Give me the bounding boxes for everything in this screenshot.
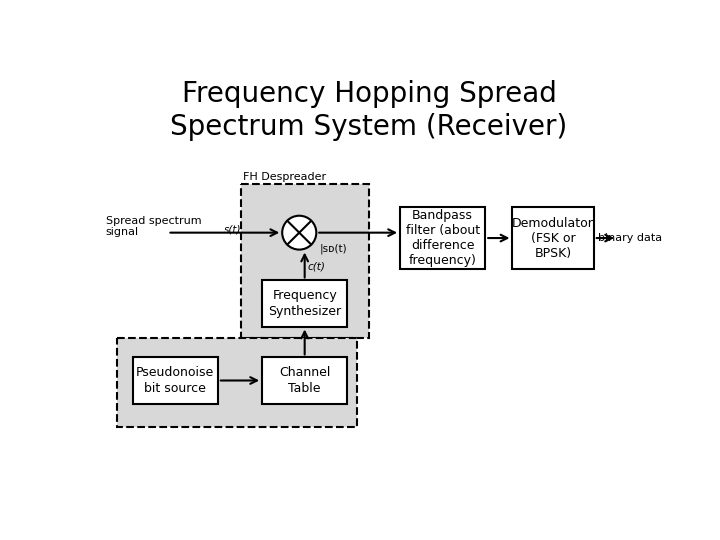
Text: Demodulator
(FSK or
BPSK): Demodulator (FSK or BPSK) (512, 217, 594, 260)
Text: Frequency
Synthesizer: Frequency Synthesizer (268, 289, 341, 318)
Text: Channel
Table: Channel Table (279, 367, 330, 395)
Bar (400, 207, 485, 269)
Text: c(t): c(t) (307, 261, 325, 272)
Text: Pseudonoise
bit source: Pseudonoise bit source (136, 367, 215, 395)
Text: binary data: binary data (598, 233, 662, 243)
Bar (262, 280, 347, 327)
Bar (241, 184, 369, 338)
Bar (117, 338, 357, 427)
Text: FH Despreader: FH Despreader (243, 172, 325, 182)
Bar (132, 357, 218, 403)
Text: Spread spectrum
signal: Spread spectrum signal (106, 215, 201, 237)
Text: |sᴅ(t): |sᴅ(t) (320, 244, 347, 254)
Bar (513, 207, 594, 269)
Text: Bandpass
filter (about
difference
frequency): Bandpass filter (about difference freque… (405, 209, 480, 267)
Text: Frequency Hopping Spread
Spectrum System (Receiver): Frequency Hopping Spread Spectrum System… (171, 80, 567, 140)
Circle shape (282, 215, 316, 249)
Bar (262, 357, 347, 403)
Text: s(t): s(t) (224, 225, 241, 234)
